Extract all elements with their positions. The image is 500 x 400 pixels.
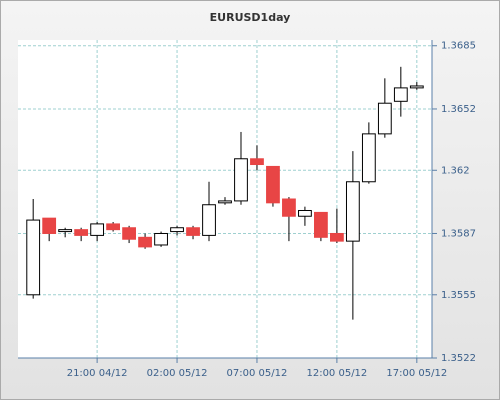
candle-body xyxy=(122,227,136,240)
y-tick-label: 1.3587 xyxy=(441,228,476,239)
y-tick-label: 1.3652 xyxy=(441,104,476,115)
candle-body xyxy=(106,223,121,231)
candle-body xyxy=(154,232,168,246)
candle-body xyxy=(218,200,232,204)
candle-body xyxy=(138,236,152,248)
chart-title: EURUSD1day xyxy=(210,11,291,24)
x-tick-label: 17:00 05/12 xyxy=(386,368,447,379)
y-tick-label: 1.362 xyxy=(441,165,470,176)
candle-body xyxy=(186,227,200,236)
candle-body xyxy=(74,229,89,236)
candle-body xyxy=(42,217,57,234)
candle-body xyxy=(266,165,280,204)
candle-body xyxy=(250,158,264,166)
candle-body xyxy=(58,229,73,233)
candle-body xyxy=(234,158,248,202)
candle-body xyxy=(314,211,328,238)
candle-body xyxy=(26,219,41,296)
candle-body xyxy=(170,227,184,233)
x-tick-label: 07:00 05/12 xyxy=(227,368,288,379)
candle-body xyxy=(361,133,376,183)
candle-body xyxy=(393,87,408,102)
candle-body xyxy=(377,102,392,135)
x-tick-label: 21:00 04/12 xyxy=(67,368,128,379)
candle-body xyxy=(202,204,216,236)
candle-body xyxy=(282,198,296,217)
candle-body xyxy=(298,209,312,217)
y-tick-label: 1.3685 xyxy=(441,41,476,52)
candle-body xyxy=(409,85,424,89)
x-tick-label: 02:00 05/12 xyxy=(147,368,208,379)
y-tick-label: 1.3555 xyxy=(441,290,476,301)
candle-body xyxy=(329,232,344,242)
x-tick-label: 12:00 05/12 xyxy=(306,368,367,379)
candle-body xyxy=(90,223,105,236)
candle-body xyxy=(345,181,360,242)
y-tick-label: 1.3522 xyxy=(441,353,476,364)
